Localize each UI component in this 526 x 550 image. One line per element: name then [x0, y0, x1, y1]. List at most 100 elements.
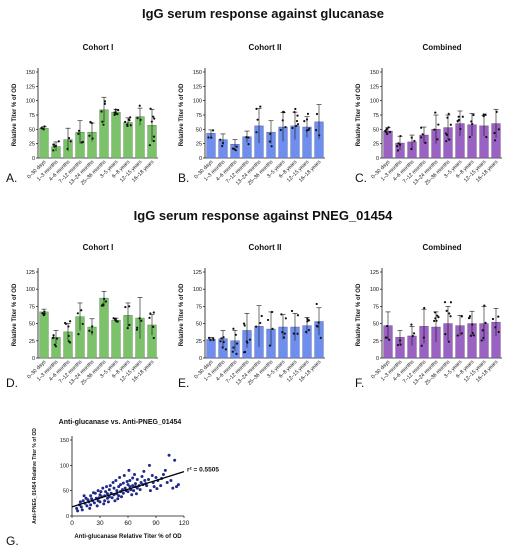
data-point — [138, 104, 141, 107]
y-tick-label: 25 — [29, 142, 35, 148]
data-point — [296, 114, 299, 117]
y-tick-label: 0 — [199, 356, 202, 362]
data-point — [54, 345, 58, 348]
scatter-point — [81, 499, 85, 503]
data-point — [421, 133, 424, 136]
data-point — [318, 134, 321, 137]
scatter-point — [122, 473, 126, 477]
data-point — [88, 329, 91, 332]
data-point — [445, 309, 448, 312]
data-point — [88, 134, 91, 137]
y-tick-label: 125 — [26, 84, 35, 90]
data-point — [259, 321, 262, 325]
data-point — [67, 137, 71, 140]
y-tick-label: 25 — [196, 142, 202, 148]
data-point — [306, 112, 310, 115]
scatter-point — [128, 479, 132, 483]
scatter-point — [110, 496, 114, 500]
data-point — [296, 314, 300, 317]
y-tick-label: 50 — [196, 127, 202, 133]
data-point — [290, 309, 294, 313]
data-point — [279, 128, 282, 132]
data-point — [212, 337, 215, 340]
data-point — [221, 141, 225, 145]
data-point — [413, 139, 416, 143]
y-tick-label: 75 — [29, 113, 35, 119]
y-tick-label: 25 — [196, 339, 202, 345]
scatter-point — [113, 499, 117, 503]
scatter-point — [133, 472, 137, 476]
data-point — [385, 132, 389, 136]
data-point — [232, 346, 235, 349]
scatter-point — [105, 485, 109, 489]
data-point — [69, 320, 72, 323]
scatter-point — [91, 491, 95, 495]
scatter-point — [163, 468, 167, 472]
data-point — [469, 334, 472, 337]
data-point — [433, 128, 436, 131]
panel-letter-f: F. — [355, 376, 364, 390]
data-point — [472, 334, 476, 337]
y-tick-label: 25 — [29, 339, 35, 345]
scatter-point — [89, 503, 93, 507]
x-axis-label: Anti-glucanase Relative Titer % of OD — [74, 534, 182, 540]
data-point — [420, 136, 423, 139]
data-point — [315, 302, 318, 306]
data-point — [270, 310, 274, 314]
data-point — [317, 321, 320, 324]
scatter-point — [106, 500, 110, 504]
data-point — [124, 305, 127, 309]
data-point — [456, 334, 459, 337]
data-point — [221, 346, 224, 349]
y-tick-label: 75 — [29, 304, 35, 310]
data-point — [281, 331, 284, 334]
scatter-point — [138, 488, 142, 492]
data-point — [470, 120, 473, 123]
data-point — [101, 120, 104, 123]
scatter-point — [123, 486, 127, 490]
data-point — [443, 301, 447, 304]
y-tick-label: 50 — [373, 322, 379, 328]
data-point — [384, 130, 388, 134]
data-point — [248, 338, 252, 341]
scatter-point — [126, 483, 130, 487]
scatter-point — [101, 486, 105, 490]
data-point — [424, 141, 427, 144]
y-tick-label: 100 — [26, 99, 35, 105]
data-point — [435, 319, 438, 322]
data-point — [80, 141, 83, 144]
chart-title: Cohort II — [249, 43, 282, 52]
scatter-point — [90, 497, 94, 501]
chart-title: Cohort II — [249, 243, 282, 252]
data-point — [232, 327, 235, 330]
data-point — [447, 112, 450, 115]
data-point — [266, 318, 270, 322]
data-point — [149, 312, 152, 315]
data-point — [52, 334, 55, 337]
x-tick-label: 120 — [179, 520, 190, 527]
data-point — [268, 140, 271, 143]
data-point — [468, 315, 472, 318]
scatter-point — [117, 494, 121, 498]
data-point — [259, 105, 262, 108]
y-axis-label: Relative Titer % of OD — [12, 283, 18, 346]
data-point — [129, 124, 132, 127]
y-tick-label: 25 — [373, 339, 379, 345]
scatter-point — [147, 478, 151, 482]
chart-panel-c: Combined Relative Titer % of OD 0 25 50 75 100… — [356, 43, 502, 187]
data-point — [493, 131, 496, 135]
data-point — [497, 128, 500, 131]
data-point — [433, 319, 436, 323]
data-point — [243, 351, 246, 354]
scatter-point — [135, 486, 139, 490]
data-point — [149, 107, 152, 110]
scatter-point — [108, 484, 112, 488]
scatter-point — [132, 489, 136, 493]
scatter-point — [89, 494, 93, 498]
panel-letter-e: E. — [178, 376, 189, 390]
data-point — [148, 144, 152, 147]
chart-title: Anti-glucanase vs. Anti-PNEG_01454 — [59, 419, 182, 426]
data-point — [446, 133, 449, 137]
data-point — [66, 147, 69, 151]
y-tick-label: 150 — [193, 70, 202, 76]
